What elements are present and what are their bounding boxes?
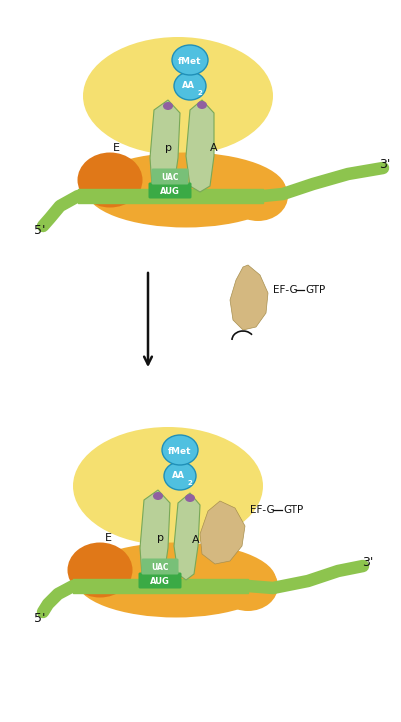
Ellipse shape bbox=[76, 542, 276, 617]
Ellipse shape bbox=[77, 152, 142, 207]
Ellipse shape bbox=[162, 435, 198, 465]
Text: fMet: fMet bbox=[178, 56, 202, 66]
FancyBboxPatch shape bbox=[152, 168, 188, 185]
FancyBboxPatch shape bbox=[148, 183, 192, 199]
Text: p: p bbox=[164, 143, 172, 153]
Text: UAC: UAC bbox=[151, 562, 169, 572]
Text: A: A bbox=[210, 143, 218, 153]
Polygon shape bbox=[150, 100, 180, 192]
Text: 5': 5' bbox=[34, 612, 46, 625]
Text: GTP: GTP bbox=[305, 285, 325, 295]
Ellipse shape bbox=[185, 494, 195, 502]
Ellipse shape bbox=[73, 427, 263, 545]
Text: AA: AA bbox=[182, 82, 194, 90]
FancyBboxPatch shape bbox=[138, 573, 182, 588]
Ellipse shape bbox=[67, 542, 132, 598]
Text: EF-G: EF-G bbox=[273, 285, 298, 295]
Polygon shape bbox=[200, 501, 245, 564]
Text: E: E bbox=[105, 533, 111, 543]
Text: 3': 3' bbox=[363, 555, 374, 568]
Polygon shape bbox=[174, 493, 200, 580]
Ellipse shape bbox=[197, 101, 207, 109]
Ellipse shape bbox=[86, 152, 286, 227]
Ellipse shape bbox=[228, 171, 288, 221]
Ellipse shape bbox=[153, 492, 163, 500]
Text: 5': 5' bbox=[34, 224, 46, 237]
Text: A: A bbox=[192, 535, 200, 545]
Ellipse shape bbox=[164, 462, 196, 490]
Text: UAC: UAC bbox=[161, 173, 179, 181]
Ellipse shape bbox=[174, 72, 206, 100]
Text: 3': 3' bbox=[379, 157, 391, 170]
Text: 2: 2 bbox=[188, 480, 192, 486]
Ellipse shape bbox=[83, 37, 273, 155]
Text: fMet: fMet bbox=[168, 446, 192, 456]
Text: EF-G: EF-G bbox=[250, 505, 275, 515]
Ellipse shape bbox=[218, 561, 278, 611]
Text: AUG: AUG bbox=[160, 186, 180, 196]
Text: AA: AA bbox=[172, 471, 184, 481]
Ellipse shape bbox=[163, 102, 173, 110]
Text: E: E bbox=[113, 143, 119, 153]
Text: AUG: AUG bbox=[150, 576, 170, 586]
Polygon shape bbox=[140, 490, 170, 582]
Text: 2: 2 bbox=[198, 90, 203, 96]
Polygon shape bbox=[186, 100, 214, 192]
FancyBboxPatch shape bbox=[142, 559, 178, 575]
Text: p: p bbox=[156, 533, 164, 543]
Polygon shape bbox=[230, 265, 268, 330]
Ellipse shape bbox=[172, 45, 208, 75]
Text: GTP: GTP bbox=[283, 505, 303, 515]
